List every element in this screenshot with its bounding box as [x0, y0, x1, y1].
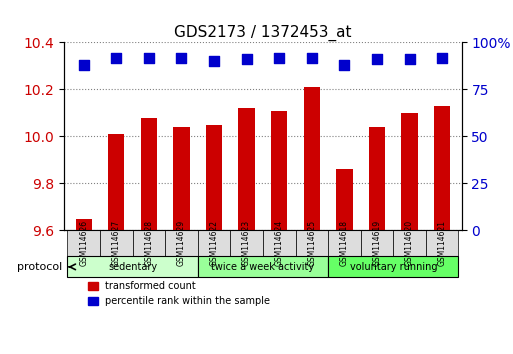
Bar [239, 108, 255, 230]
Text: GSM114618: GSM114618 [340, 221, 349, 267]
Point [405, 57, 413, 62]
Point [275, 55, 283, 60]
FancyBboxPatch shape [328, 230, 361, 256]
Text: protocol: protocol [17, 262, 63, 272]
Text: GSM114629: GSM114629 [177, 220, 186, 267]
Text: voluntary running: voluntary running [349, 262, 437, 272]
FancyBboxPatch shape [263, 230, 295, 256]
Text: GSM114624: GSM114624 [274, 220, 284, 267]
Legend: transformed count, percentile rank within the sample: transformed count, percentile rank withi… [84, 278, 274, 310]
FancyBboxPatch shape [100, 230, 132, 256]
Text: GSM114628: GSM114628 [144, 221, 153, 267]
Bar [206, 125, 222, 230]
Text: GSM114627: GSM114627 [112, 220, 121, 267]
Bar [369, 127, 385, 230]
Point [177, 55, 186, 60]
FancyBboxPatch shape [393, 230, 426, 256]
Bar [336, 169, 352, 230]
FancyBboxPatch shape [165, 230, 198, 256]
Point [243, 57, 251, 62]
Bar [304, 87, 320, 230]
Point [112, 55, 121, 60]
Text: GSM114619: GSM114619 [372, 220, 382, 267]
FancyBboxPatch shape [426, 230, 459, 256]
Title: GDS2173 / 1372453_at: GDS2173 / 1372453_at [174, 25, 352, 41]
Point [438, 55, 446, 60]
FancyBboxPatch shape [198, 230, 230, 256]
Text: GSM114622: GSM114622 [209, 221, 219, 267]
FancyBboxPatch shape [67, 230, 100, 256]
FancyBboxPatch shape [230, 230, 263, 256]
FancyBboxPatch shape [198, 256, 328, 278]
Bar [141, 118, 157, 230]
FancyBboxPatch shape [67, 256, 198, 278]
Bar [401, 113, 418, 230]
Point [340, 62, 348, 68]
FancyBboxPatch shape [361, 230, 393, 256]
Text: GSM114620: GSM114620 [405, 220, 414, 267]
Bar [271, 111, 287, 230]
Text: GSM114621: GSM114621 [438, 221, 447, 267]
Text: GSM114625: GSM114625 [307, 220, 317, 267]
Point [373, 57, 381, 62]
Point [210, 58, 218, 64]
FancyBboxPatch shape [132, 230, 165, 256]
Bar [434, 106, 450, 230]
Text: sedentary: sedentary [108, 262, 157, 272]
FancyBboxPatch shape [328, 256, 459, 278]
Text: twice a week activity: twice a week activity [211, 262, 314, 272]
FancyBboxPatch shape [295, 230, 328, 256]
Text: GSM114626: GSM114626 [79, 220, 88, 267]
Point [308, 55, 316, 60]
Point [80, 62, 88, 68]
Point [145, 55, 153, 60]
Bar [173, 127, 190, 230]
Bar [75, 219, 92, 230]
Text: GSM114623: GSM114623 [242, 220, 251, 267]
Bar [108, 134, 125, 230]
